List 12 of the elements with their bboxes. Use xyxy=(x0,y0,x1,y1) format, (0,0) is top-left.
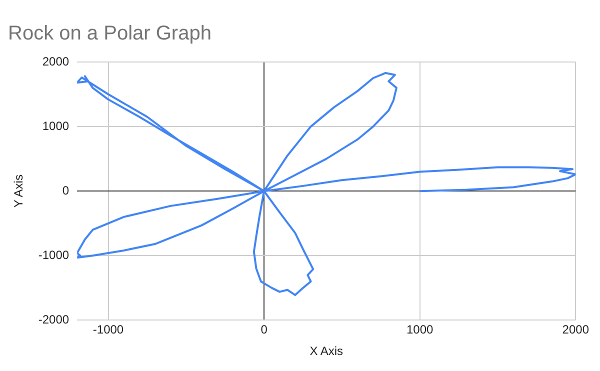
y-tick-label: 1000 xyxy=(42,118,70,133)
y-axis-title: Y Axis xyxy=(12,174,26,208)
x-axis-title: X Axis xyxy=(310,344,344,358)
y-tick-label: 0 xyxy=(62,183,70,198)
y-tick-label: -1000 xyxy=(38,248,70,262)
x-tick-label: 1000 xyxy=(406,322,434,337)
x-tick-label: 0 xyxy=(260,322,268,337)
x-tick-label: -1000 xyxy=(92,322,124,337)
y-tick-label: 2000 xyxy=(42,54,70,68)
y-tick-label: -2000 xyxy=(38,312,70,327)
chart-title: Rock on a Polar Graph xyxy=(8,22,212,45)
x-tick-label: 2000 xyxy=(562,322,590,337)
